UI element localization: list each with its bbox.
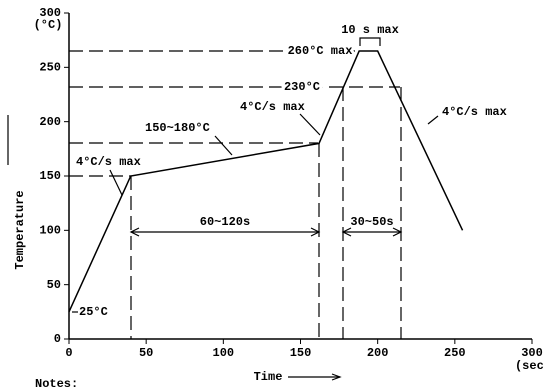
- annotation: 230°C: [284, 80, 320, 94]
- notes: Notes:: [35, 377, 78, 387]
- profile-line: [68, 50, 464, 313]
- y-tick-label: 200: [39, 115, 61, 129]
- annotation: 4°C/s max: [442, 105, 507, 119]
- annotation: 260°C max: [288, 44, 353, 58]
- guides: [7, 37, 439, 381]
- x-unit: (sec): [515, 359, 545, 373]
- y-tick-label: 250: [39, 61, 61, 75]
- annotation: 60~120s: [200, 215, 250, 229]
- x-axis-label: Time: [254, 370, 283, 384]
- y-tick-label: 150: [39, 169, 61, 183]
- annotation: 25°C: [79, 305, 108, 319]
- annotation: 10 s max: [341, 23, 399, 37]
- x-tick-label: 0: [65, 346, 72, 360]
- annotation: 4°C/s max: [76, 155, 141, 169]
- x-tick-label: 50: [139, 346, 153, 360]
- annotation: 150~180°C: [145, 121, 210, 135]
- y-unit: (°C): [34, 18, 63, 32]
- x-tick-label: 100: [213, 346, 235, 360]
- y-axis-label: Temperature: [13, 190, 27, 269]
- y-tick-label: 50: [47, 278, 61, 292]
- y-tick-label: 100: [39, 224, 61, 238]
- x-tick-label: 200: [367, 346, 389, 360]
- y-tick-label: 300: [39, 6, 61, 20]
- x-tick-label: 250: [444, 346, 466, 360]
- annotation: 4°C/s max: [240, 100, 305, 114]
- x-tick-label: 300: [521, 346, 543, 360]
- y-tick-label: 0: [54, 332, 61, 346]
- x-tick-label: 150: [290, 346, 312, 360]
- annotation: 30~50s: [350, 215, 393, 229]
